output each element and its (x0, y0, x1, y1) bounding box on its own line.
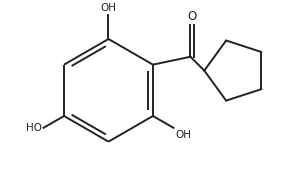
Text: OH: OH (175, 130, 192, 140)
Text: OH: OH (100, 3, 117, 13)
Text: HO: HO (25, 123, 41, 133)
Text: O: O (188, 10, 197, 23)
